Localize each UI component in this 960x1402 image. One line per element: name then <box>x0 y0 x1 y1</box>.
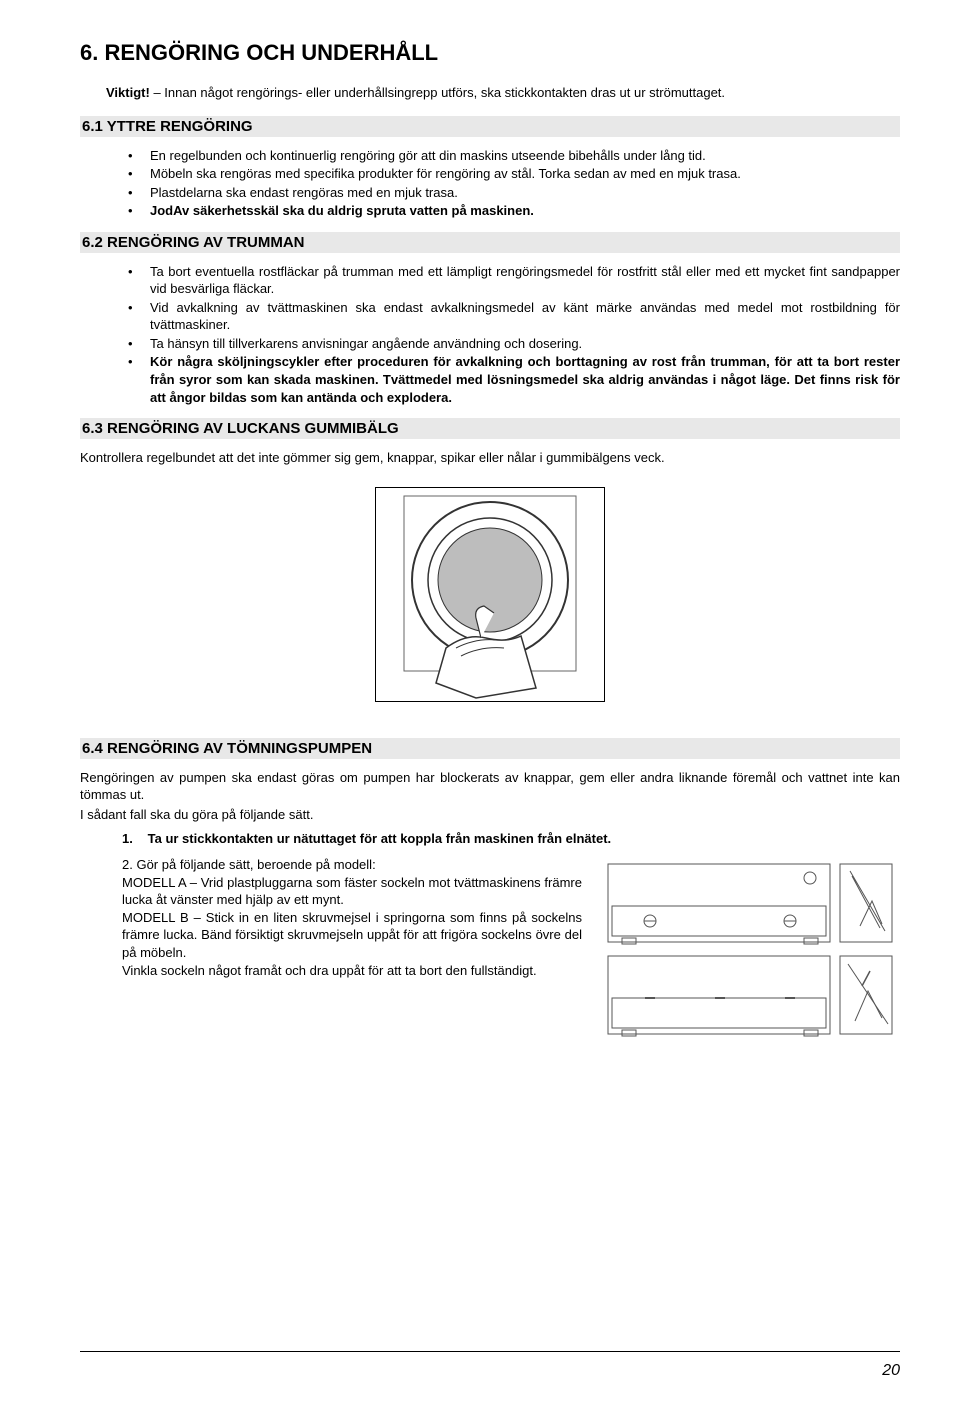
step-1-num: 1. <box>122 831 144 846</box>
step-2-num: 2. <box>122 857 133 872</box>
list-item: Vid avkalkning av tvättmaskinen ska enda… <box>128 299 900 334</box>
list-item-bold: JodAv säkerhetsskäl ska du aldrig spruta… <box>150 203 534 218</box>
heading-6-3: 6.3 RENGÖRING AV LUCKANS GUMMIBÄLG <box>80 418 900 439</box>
body-6-4-2: I sådant fall ska du göra på följande sä… <box>80 806 900 824</box>
main-title: 6. RENGÖRING OCH UNDERHÅLL <box>80 40 900 66</box>
list-6-2: Ta bort eventuella rostfläckar på trumma… <box>128 263 900 406</box>
intro-text: Viktigt! – Innan något rengörings- eller… <box>106 84 900 102</box>
heading-6-4: 6.4 RENGÖRING AV TÖMNINGSPUMPEN <box>80 738 900 759</box>
list-item: Möbeln ska rengöras med specifika produk… <box>128 165 900 183</box>
list-item: Ta hänsyn till tillverkarens anvisningar… <box>128 335 900 353</box>
plinth-svg <box>600 856 900 1051</box>
figure-gasket-frame <box>375 487 605 702</box>
heading-6-2: 6.2 RENGÖRING AV TRUMMAN <box>80 232 900 253</box>
list-item: Ta bort eventuella rostfläckar på trumma… <box>128 263 900 298</box>
heading-6-1: 6.1 YTTRE RENGÖRING <box>80 116 900 137</box>
footer-rule <box>80 1351 900 1352</box>
step-1-text: Ta ur stickkontakten ur nätuttaget för a… <box>148 831 612 846</box>
step-1: 1. Ta ur stickkontakten ur nätuttaget fö… <box>122 831 900 846</box>
list-item: En regelbunden och kontinuerlig rengörin… <box>128 147 900 165</box>
list-6-1: En regelbunden och kontinuerlig rengörin… <box>128 147 900 220</box>
list-item: JodAv säkerhetsskäl ska du aldrig spruta… <box>128 202 900 220</box>
list-item: Kör några sköljningscykler efter procedu… <box>128 353 900 406</box>
body-6-3: Kontrollera regelbundet att det inte göm… <box>80 449 900 467</box>
intro-prefix: Viktigt! <box>106 85 150 100</box>
intro-rest: – Innan något rengörings- eller underhål… <box>150 85 725 100</box>
step-2-body: Gör på följande sätt, beroende på modell… <box>122 857 582 977</box>
step-2-text: 2. Gör på följande sätt, beroende på mod… <box>122 856 582 1051</box>
step-2-row: 2. Gör på följande sätt, beroende på mod… <box>122 856 900 1051</box>
page-number: 20 <box>882 1362 900 1380</box>
list-item: Plastdelarna ska endast rengöras med en … <box>128 184 900 202</box>
body-6-4-1: Rengöringen av pumpen ska endast göras o… <box>80 769 900 804</box>
list-item-bold: Kör några sköljningscykler efter procedu… <box>150 354 900 404</box>
plinth-diagram <box>600 856 900 1051</box>
figure-gasket <box>80 487 900 706</box>
gasket-illustration <box>376 488 604 701</box>
